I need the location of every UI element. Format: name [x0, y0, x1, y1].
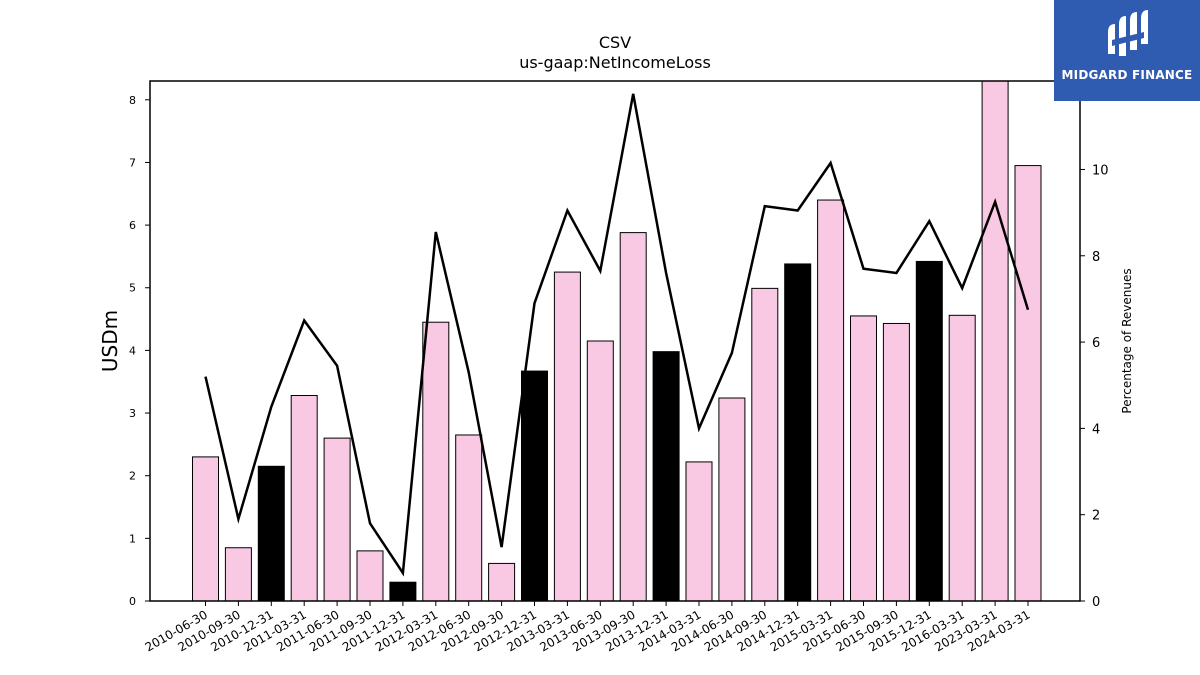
- logo-text: MIDGARD FINANCE: [1061, 68, 1193, 82]
- chart-subtitle: us-gaap:NetIncomeLoss: [519, 53, 711, 72]
- chart-title: CSV: [599, 33, 631, 52]
- y2-tick-label: 4: [1092, 422, 1100, 437]
- y-tick-label: 7: [129, 156, 136, 169]
- bar: [652, 351, 680, 602]
- y-tick-label: 8: [129, 94, 136, 107]
- plot-frame: [149, 80, 1081, 602]
- bar: [981, 80, 1009, 602]
- y-axis-right: 0 2 4 6 8 10: [1080, 163, 1109, 610]
- bar: [850, 315, 877, 602]
- bar: [257, 465, 285, 602]
- y2-tick-label: 6: [1092, 336, 1100, 351]
- y-axis-left: 0 1 2 3 4 5 6 7 8: [129, 94, 150, 608]
- bar: [718, 397, 746, 602]
- y-tick-label: 5: [129, 282, 136, 295]
- bar: [882, 322, 910, 602]
- bar: [915, 260, 943, 602]
- bar: [619, 232, 647, 602]
- bar: [553, 271, 581, 602]
- bar-series: [192, 80, 1042, 602]
- bar: [948, 314, 976, 602]
- bar: [817, 199, 845, 602]
- y2-tick-label: 2: [1092, 509, 1100, 524]
- bar: [784, 263, 812, 602]
- bar: [685, 461, 713, 602]
- bar: [192, 456, 219, 602]
- bar: [389, 581, 417, 602]
- bar: [290, 395, 318, 602]
- bar: [586, 340, 614, 602]
- bar: [1014, 165, 1042, 602]
- y-tick-label: 4: [129, 344, 136, 357]
- x-axis: 2010-06-302010-09-302010-12-312011-03-31…: [143, 601, 1033, 654]
- y2-tick-label: 10: [1092, 163, 1109, 178]
- brand-logo: MIDGARD FINANCE: [1054, 0, 1200, 101]
- bar: [455, 434, 483, 602]
- y-tick-label: 1: [129, 532, 136, 545]
- y2-tick-label: 8: [1092, 250, 1100, 265]
- line-path: [204, 93, 1030, 577]
- bar: [521, 370, 548, 602]
- y-tick-label: 0: [129, 595, 136, 608]
- midgard-logo-icon: [1108, 10, 1148, 56]
- y2-tick-label: 0: [1092, 595, 1100, 610]
- bar: [323, 437, 351, 602]
- bar: [224, 547, 252, 602]
- y-tick-label: 2: [129, 470, 136, 483]
- bar: [751, 287, 779, 602]
- y2-axis-label: Percentage of Revenues: [1120, 268, 1134, 413]
- y-axis-label: USDm: [98, 310, 122, 372]
- y-tick-label: 3: [129, 407, 136, 420]
- bar: [488, 562, 516, 602]
- bar: [422, 321, 450, 602]
- y-tick-label: 6: [129, 219, 136, 232]
- bar: [356, 550, 384, 602]
- line-series: [204, 93, 1030, 577]
